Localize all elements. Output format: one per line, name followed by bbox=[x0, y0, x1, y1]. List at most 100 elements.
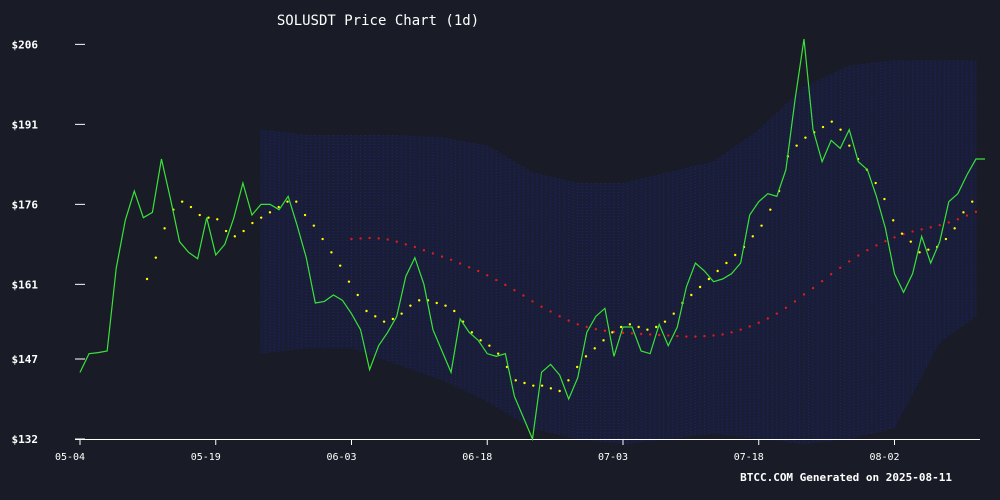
sar-dot bbox=[848, 144, 851, 147]
sar-dot bbox=[286, 200, 289, 203]
ma-dot bbox=[811, 286, 815, 290]
sar-dot bbox=[619, 325, 623, 329]
bollinger-band bbox=[260, 60, 977, 445]
sar-dot bbox=[655, 325, 658, 329]
ma-dot bbox=[938, 223, 941, 227]
sar-dot bbox=[523, 381, 526, 385]
sar-dot bbox=[602, 339, 605, 342]
ma-dot bbox=[757, 321, 760, 324]
sar-dot bbox=[435, 301, 438, 305]
sar-dot bbox=[409, 304, 412, 307]
sar-dot bbox=[180, 200, 184, 203]
sar-dot bbox=[804, 136, 807, 139]
ma-dot bbox=[875, 244, 878, 247]
sar-dot bbox=[312, 224, 316, 227]
ma-dot bbox=[965, 214, 969, 217]
sar-dot bbox=[479, 339, 482, 342]
sar-dot bbox=[839, 128, 842, 131]
sar-dot bbox=[725, 261, 728, 265]
sar-dot bbox=[830, 120, 833, 123]
ma-dot bbox=[549, 310, 552, 313]
ma-dot bbox=[486, 274, 489, 277]
ma-dot bbox=[911, 230, 914, 233]
ma-dot bbox=[386, 238, 389, 241]
ma-dot bbox=[431, 252, 435, 255]
ma-dot bbox=[440, 255, 444, 258]
sar-dot bbox=[145, 277, 149, 281]
sar-dot bbox=[821, 125, 825, 129]
ma-dot bbox=[413, 245, 417, 249]
ma-dot bbox=[703, 334, 706, 338]
ma-dot bbox=[974, 210, 978, 214]
x-tick-label: 07-03 bbox=[598, 452, 628, 463]
ma-dot bbox=[359, 237, 362, 240]
sar-dot bbox=[154, 256, 158, 259]
ma-dot bbox=[766, 317, 769, 320]
ma-dot bbox=[956, 218, 960, 221]
sar-dot bbox=[391, 317, 395, 321]
sar-dot bbox=[330, 251, 333, 254]
y-tick-label: $176 bbox=[12, 198, 39, 211]
ma-dot bbox=[929, 226, 932, 229]
sar-dot bbox=[417, 299, 421, 302]
sar-dot bbox=[216, 218, 219, 221]
ma-dot bbox=[667, 334, 670, 337]
sar-dot bbox=[374, 315, 377, 318]
sar-dot bbox=[944, 237, 948, 241]
sar-dot bbox=[962, 211, 965, 214]
ma-dot bbox=[540, 305, 543, 308]
y-tick-label: $191 bbox=[12, 118, 39, 131]
sar-dot bbox=[277, 205, 280, 209]
sar-dot bbox=[567, 379, 570, 382]
sar-dot bbox=[909, 240, 912, 243]
ma-dot bbox=[350, 237, 353, 241]
ma-dot bbox=[477, 269, 480, 273]
sar-dot bbox=[760, 224, 763, 227]
sar-dot bbox=[514, 379, 517, 382]
ma-dot bbox=[531, 300, 534, 303]
ma-dot bbox=[748, 325, 751, 328]
sar-dot bbox=[233, 235, 237, 238]
sar-dot bbox=[734, 253, 737, 257]
ma-dot bbox=[639, 332, 643, 336]
sar-dot bbox=[365, 309, 368, 313]
sar-dot bbox=[628, 323, 632, 326]
sar-dot bbox=[242, 229, 245, 233]
ma-dot bbox=[422, 249, 426, 252]
sar-dot bbox=[892, 219, 895, 222]
ma-dot bbox=[839, 266, 842, 270]
sar-dot bbox=[646, 328, 649, 331]
sar-dot bbox=[874, 181, 877, 185]
ma-dot bbox=[404, 243, 407, 246]
ma-dot bbox=[784, 306, 788, 310]
ma-dot bbox=[730, 331, 733, 334]
ma-dot bbox=[658, 333, 661, 337]
sar-dot bbox=[453, 309, 456, 313]
sar-dot bbox=[707, 277, 711, 281]
sar-dot bbox=[224, 229, 228, 233]
sar-dot bbox=[663, 320, 667, 323]
ma-dot bbox=[495, 278, 498, 282]
ma-dot bbox=[802, 293, 806, 296]
ma-dot bbox=[467, 266, 471, 269]
sar-dot bbox=[751, 235, 754, 238]
chart-title: SOLUSDT Price Chart (1d) bbox=[276, 13, 480, 29]
ma-dot bbox=[395, 240, 398, 243]
sar-dot bbox=[532, 384, 535, 387]
sar-dot bbox=[163, 227, 166, 230]
y-tick-label: $206 bbox=[12, 38, 39, 51]
ma-dot bbox=[504, 283, 507, 287]
footer-credit: BTCC.COM Generated on 2025-08-11 bbox=[740, 471, 952, 484]
sar-dot bbox=[558, 389, 561, 393]
ma-dot bbox=[558, 315, 561, 318]
sar-dots bbox=[145, 120, 974, 393]
ma-dot bbox=[458, 262, 462, 265]
sar-dot bbox=[540, 384, 544, 387]
sar-dot bbox=[488, 344, 491, 347]
sar-dot bbox=[953, 227, 956, 230]
ma-dot bbox=[377, 237, 380, 240]
ma-dot bbox=[449, 258, 453, 262]
sar-dot bbox=[207, 216, 210, 219]
sar-dot bbox=[575, 365, 579, 369]
sar-dot bbox=[716, 269, 719, 273]
